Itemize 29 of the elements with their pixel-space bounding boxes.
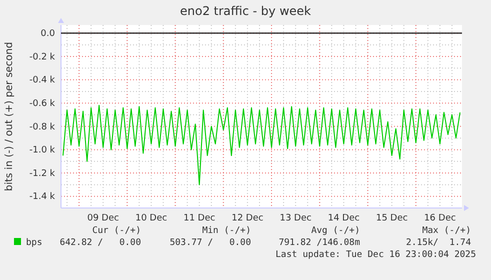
y-tick-label: -0.2 k [29, 52, 56, 62]
text: 503.77 / 0.00 [170, 238, 251, 248]
x-tick-label: 15 Dec [376, 213, 408, 224]
y-axis-title: bits in (-) / out (+) per second [4, 42, 15, 192]
text: Max (-/+) [422, 226, 471, 236]
text: Cur (-/+) [92, 226, 141, 236]
text: 642.82 / 0.00 [60, 238, 141, 248]
x-tick-label: 10 Dec [135, 213, 168, 224]
x-tick-label: 14 Dec [328, 213, 360, 224]
text: 2.15k/ 1.74 [406, 238, 471, 248]
x-tick-label: 13 Dec [280, 213, 312, 224]
line-series [62, 104, 460, 186]
x-tick-label: 16 Dec [424, 213, 456, 224]
y-tick-label: -1.4 k [29, 192, 56, 202]
text: Avg (-/+) [311, 226, 360, 236]
text: Min (-/+) [202, 226, 251, 236]
chart-title: eno2 traffic - by week [180, 4, 312, 18]
text: 791.82 /146.08m [278, 238, 360, 248]
x-tick-label: 12 Dec [232, 213, 264, 224]
text: Last update: Tue Dec 16 23:00:04 2025 [276, 250, 476, 260]
x-tick-label: 09 Dec [87, 213, 120, 224]
y-tick-label: -0.8 k [29, 122, 56, 132]
y-tick-label: -0.6 k [29, 98, 56, 109]
y-tick-label: -1.0 k [29, 146, 56, 156]
y-tick-label: -1.2 k [29, 168, 56, 179]
y-tick-label: 0.0 [40, 29, 56, 40]
legend-label: bps [26, 238, 42, 248]
x-tick-label: 11 Dec [183, 213, 216, 224]
y-tick-label: -0.4 k [29, 76, 56, 86]
